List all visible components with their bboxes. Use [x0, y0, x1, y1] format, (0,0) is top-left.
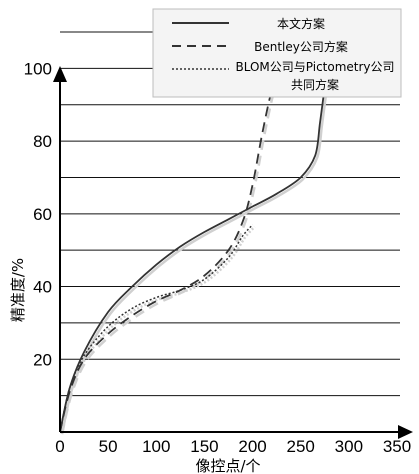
- series-shadow-2: [60, 39, 315, 435]
- y-tick-label: 40: [33, 278, 52, 297]
- y-tick-label: 60: [33, 205, 52, 224]
- y-tick-label: 100: [24, 59, 52, 78]
- x-axis-label: 像控点/个: [195, 457, 260, 474]
- series-shadow-1: [60, 39, 361, 435]
- series-line-3: [59, 224, 254, 433]
- x-tick-label: 100: [142, 437, 170, 456]
- legend-label-2: Bentley公司方案: [254, 39, 348, 54]
- x-tick-label: 350: [383, 437, 411, 456]
- x-tick-label: 250: [287, 437, 315, 456]
- legend-label-1: 本文方案: [277, 16, 325, 31]
- x-tick-label: 300: [335, 437, 363, 456]
- x-tick-label: 200: [238, 437, 266, 456]
- legend: 本文方案 Bentley公司方案 BLOM公司与Pictometry公司共同方案: [152, 8, 402, 98]
- y-axis-label: 精准度/%: [9, 258, 27, 322]
- series-line-2: [59, 37, 313, 433]
- x-tick-label: 50: [99, 437, 118, 456]
- tick-labels: 0 50 100 150 200 250 300 350 20 40 60 80 100: [24, 59, 412, 456]
- x-tick-label: 150: [190, 437, 218, 456]
- series-lines: [59, 37, 359, 433]
- x-axis-arrow-icon: [398, 425, 413, 439]
- x-tick-label: 0: [55, 437, 64, 456]
- y-tick-label: 20: [33, 350, 52, 369]
- series-shadows: [60, 39, 361, 435]
- legend-label-3: BLOM公司与Pictometry公司共同方案: [235, 60, 395, 92]
- series-line-1: [59, 38, 359, 433]
- y-tick-label: 80: [33, 132, 52, 151]
- y-axis-arrow-icon: [53, 66, 67, 82]
- series-shadow-3: [60, 225, 256, 435]
- legend-label-3-box: BLOM公司与Pictometry公司共同方案: [235, 60, 395, 92]
